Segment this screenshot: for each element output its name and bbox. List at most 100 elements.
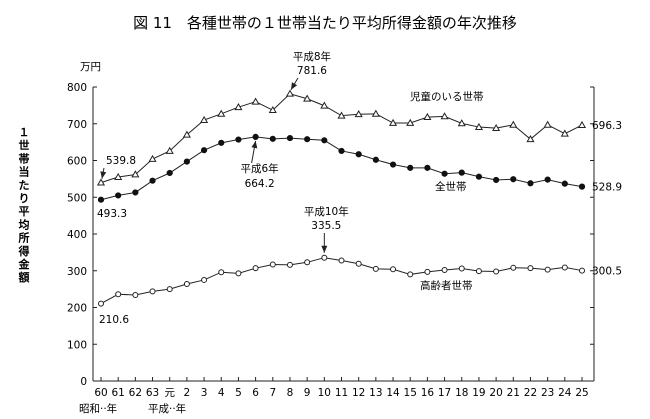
arrow-peak-all: [251, 140, 258, 164]
y-unit-label: 万円: [80, 61, 101, 73]
data-point: [441, 170, 448, 177]
data-point: [98, 300, 104, 307]
data-point: [269, 135, 276, 142]
x-tick-label: 4: [218, 387, 225, 399]
x-tick-label: 21: [507, 387, 520, 399]
data-point: [337, 111, 346, 119]
series-line: [100, 136, 583, 201]
data-point: [251, 97, 260, 105]
annotation-label: 781.6: [297, 65, 327, 77]
data-point: [131, 170, 140, 178]
series-1: [97, 133, 586, 203]
data-point: [200, 147, 208, 154]
data-point: [544, 176, 551, 183]
series-name-label: 児童のいる世帯: [410, 90, 484, 103]
y-axis-label-char: １: [19, 126, 30, 139]
data-point: [182, 130, 191, 138]
annotation-label: 平成8年: [293, 50, 331, 63]
era-label-heisei: 平成··年: [148, 402, 186, 415]
x-tick-label: 12: [352, 387, 365, 399]
data-point: [544, 266, 551, 273]
data-point: [286, 261, 293, 268]
annotation-label: 平成10年: [304, 205, 349, 218]
x-tick-label: 13: [369, 387, 382, 399]
data-point: [304, 259, 311, 266]
data-point: [509, 120, 518, 128]
data-point: [441, 267, 448, 274]
data-point: [424, 164, 431, 171]
arrow-head: [251, 140, 258, 149]
data-point: [235, 136, 242, 143]
series-name-label: 高齢者世帯: [420, 279, 473, 292]
data-point: [458, 265, 465, 272]
data-point: [320, 101, 329, 109]
data-point: [407, 164, 414, 171]
data-point: [354, 109, 363, 118]
x-tick-label: 17: [438, 387, 451, 399]
data-point: [424, 268, 431, 275]
y-tick-label: 200: [67, 303, 87, 315]
data-point: [115, 192, 122, 199]
y-tick-label: 100: [67, 339, 87, 351]
chart-title: 図 11 各種世帯の１世帯当たり平均所得金額の年次推移: [133, 14, 517, 32]
series-2: [98, 254, 585, 307]
data-point: [201, 276, 208, 283]
data-point: [543, 120, 552, 128]
data-point: [407, 271, 414, 278]
x-tick-label: 22: [524, 387, 537, 399]
x-tick-label: 62: [129, 387, 142, 399]
y-axis-label-char: 額: [18, 270, 30, 284]
data-point: [355, 151, 362, 158]
annotation-label: 300.5: [592, 266, 622, 278]
y-axis-label-char: た: [19, 179, 30, 192]
data-point: [183, 280, 190, 287]
data-point: [372, 156, 379, 163]
annotation-label: 平成6年: [241, 162, 279, 175]
data-point: [132, 292, 139, 299]
data-point: [493, 268, 500, 275]
y-axis-label-char: 平: [19, 205, 30, 218]
y-axis-label-char: 均: [19, 217, 30, 231]
x-tick-label: 元: [164, 387, 175, 399]
data-point: [578, 183, 586, 190]
data-point: [577, 120, 587, 129]
x-tick-label: 16: [421, 387, 435, 399]
x-tick-label: 20: [489, 387, 502, 399]
annotation-label: 528.9: [592, 182, 622, 194]
x-tick-label: 10: [318, 387, 331, 399]
series-name-label: 全世帯: [435, 180, 467, 193]
data-point: [235, 270, 242, 277]
arrow-peak-elderly: [321, 233, 328, 253]
data-point: [492, 123, 501, 132]
data-point: [148, 154, 157, 162]
data-point: [234, 103, 243, 111]
data-point: [526, 134, 535, 143]
data-point: [218, 139, 225, 146]
y-tick-label: 300: [67, 266, 87, 278]
data-point: [390, 266, 397, 273]
y-axis-label-char: 所: [19, 231, 30, 245]
data-point: [268, 105, 277, 114]
data-point: [371, 109, 380, 117]
data-point: [457, 119, 466, 127]
x-tick-label: 8: [287, 387, 294, 399]
y-axis-label: １世帯当たり平均所得金額: [18, 126, 31, 284]
data-point: [97, 196, 105, 203]
data-point: [217, 109, 226, 117]
arrow-head: [321, 245, 328, 253]
data-point: [475, 268, 482, 275]
data-point: [406, 118, 415, 126]
x-tick-label: 14: [386, 387, 400, 399]
data-point: [200, 115, 209, 123]
x-tick-label: 60: [94, 387, 107, 399]
data-point: [321, 137, 328, 144]
x-tick-label: 6: [252, 387, 259, 399]
y-tick-label: 500: [67, 192, 87, 204]
data-point: [527, 180, 534, 187]
data-point: [286, 134, 294, 142]
y-tick-label: 800: [67, 82, 87, 94]
data-point: [475, 173, 483, 180]
x-tick-label: 15: [404, 387, 417, 399]
y-axis-label-char: 金: [18, 257, 31, 271]
